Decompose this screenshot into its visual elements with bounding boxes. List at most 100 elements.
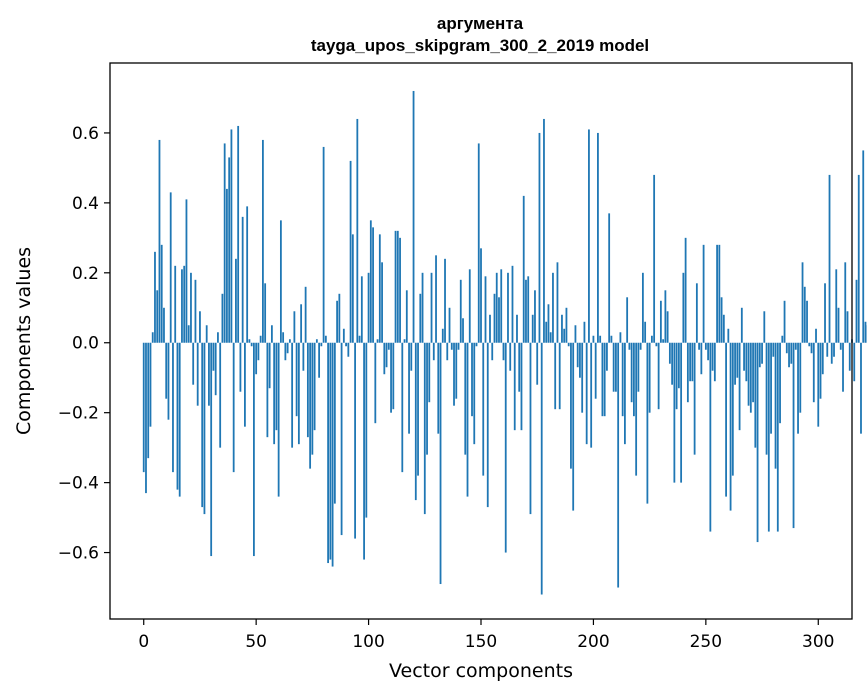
bar [754,342,757,448]
bar [819,342,822,399]
y-tick-label: −0.2 [58,404,99,424]
bar [545,321,548,343]
bar [664,290,667,343]
bar [821,342,824,375]
bar [520,342,523,431]
bar [788,342,790,368]
bar [606,342,608,371]
bar [648,342,651,413]
bar [799,342,802,413]
bar [464,342,467,455]
bar [223,143,226,343]
bar [383,342,386,375]
x-tick-label: 300 [802,632,834,652]
bar [576,342,579,368]
bar [601,342,604,417]
bar [619,332,622,343]
bar [785,342,788,354]
bar [295,342,298,417]
bar [583,321,586,343]
bar [549,332,552,343]
bar [716,244,718,343]
bar [147,342,150,459]
bar [145,342,147,494]
bar [338,293,341,343]
bar [401,342,404,473]
bar [302,342,305,371]
bar [693,342,696,455]
bar [543,118,545,343]
bar [340,342,343,536]
bar [862,150,865,343]
bar [770,342,772,434]
bar [158,139,161,343]
bar [592,335,595,343]
bar [250,342,253,347]
bar [369,220,372,343]
bar [763,311,766,343]
bar [808,342,811,347]
bar [722,314,725,343]
bar [297,342,300,445]
bar [707,342,709,361]
bar [513,342,516,431]
bar [149,342,152,427]
bar [752,342,754,403]
bar [561,314,563,343]
bar [255,342,258,375]
bar [390,342,392,413]
bar [408,342,410,434]
bar [842,342,844,392]
bar [333,342,336,504]
bar [767,342,770,532]
bar [392,342,395,410]
bar [165,342,168,399]
bar [212,342,215,371]
bar [675,342,678,410]
bar [534,290,536,343]
bar [419,293,422,343]
bar [453,342,455,406]
bar [491,342,494,361]
bar [423,342,426,515]
bar [378,234,381,343]
bar [205,325,208,343]
bar [450,342,453,350]
bar [794,342,797,350]
bar [833,342,835,357]
bar [367,272,370,343]
bar [480,248,482,343]
bar [860,342,862,434]
bar [624,342,626,445]
bar [720,297,723,343]
bar [219,342,222,448]
bar [650,335,653,343]
bar [315,339,318,343]
bar [644,321,647,343]
bar [579,342,581,378]
bar [547,304,550,343]
bar [725,342,727,497]
bar [597,132,599,343]
bar [311,342,314,455]
bar [615,342,617,392]
bar [257,342,260,361]
bar [779,342,781,424]
bar [183,265,186,343]
bar [455,342,458,399]
bar [612,342,615,392]
bar [824,283,826,343]
bar [662,339,665,343]
bar [288,339,291,343]
bar [466,342,469,497]
bar [830,342,833,364]
bar [394,230,397,343]
bar [426,342,428,455]
bar [608,213,611,343]
bar [172,342,174,473]
bar [196,342,199,406]
bar [848,342,851,371]
x-axis-label: Vector components [389,660,573,682]
bar [360,276,363,343]
bar [621,342,624,417]
